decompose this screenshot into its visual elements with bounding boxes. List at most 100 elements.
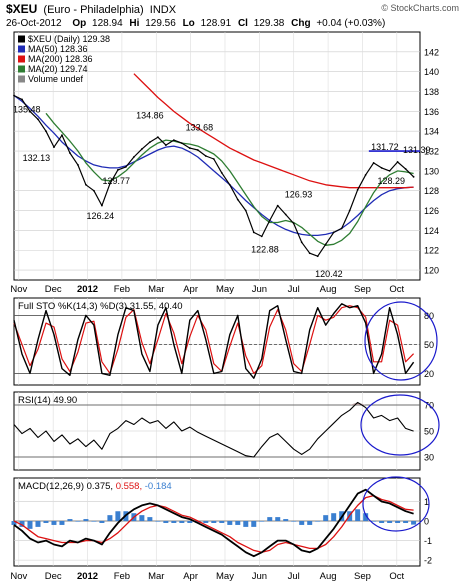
macd-label-part: -0.184	[145, 481, 172, 492]
price-point	[85, 183, 87, 186]
macd-histogram-bar	[267, 517, 273, 522]
price-point	[116, 168, 119, 171]
price-point	[260, 235, 263, 238]
macd-histogram-bar	[115, 511, 121, 522]
macd-histogram-bar	[203, 521, 209, 523]
change-label: Chg	[291, 18, 310, 29]
bottom-x-tick-label: Sep	[354, 571, 371, 582]
price-point	[244, 209, 247, 212]
macd-histogram-bar	[331, 513, 337, 522]
macd-histogram-bar	[171, 521, 177, 523]
price-point	[348, 209, 351, 212]
bottom-x-tick-label: Jun	[252, 571, 267, 582]
macd-histogram-bar	[283, 519, 289, 522]
price-point	[372, 162, 375, 164]
macd-frame	[13, 477, 421, 567]
bottom-x-tick-label: Mar	[148, 571, 164, 582]
macd-histogram-bar	[187, 521, 193, 523]
price-point	[172, 139, 175, 142]
price-point	[276, 204, 279, 207]
price-point	[284, 213, 287, 216]
price-point	[53, 146, 55, 148]
legend-swatch	[18, 75, 25, 83]
price-point	[132, 156, 135, 158]
close-label: Cl	[238, 18, 248, 29]
price-tick-label: 138	[424, 87, 439, 97]
price-x-tick-label: Apr	[183, 284, 198, 295]
macd-histogram-bar	[291, 521, 297, 522]
price-annotation: 131.39	[403, 145, 431, 155]
macd-histogram-bar	[235, 521, 241, 525]
price-point	[77, 164, 79, 166]
macd-tick-label: 0	[424, 517, 429, 527]
macd-tick-label: -2	[424, 556, 432, 566]
price-tick-label: 122	[424, 246, 439, 256]
price-x-tick-label: May	[216, 284, 234, 295]
macd-histogram-bar	[219, 521, 225, 523]
sto-label: Full STO %K(14,3) %D(3) 31.55, 40.40	[18, 301, 183, 312]
symbol: $XEU	[6, 2, 37, 16]
macd-histogram-bar	[67, 519, 73, 522]
macd-histogram-bar	[379, 521, 385, 523]
open-value: 128.94	[92, 18, 123, 29]
low-label: Lo	[183, 18, 195, 29]
price-point	[396, 161, 399, 163]
macd-histogram-bar	[227, 521, 233, 525]
high-label: Hi	[129, 18, 139, 29]
price-point	[220, 171, 223, 174]
price-point	[21, 98, 23, 101]
legend-label: MA(200) 128.36	[28, 54, 93, 64]
price-point	[228, 183, 231, 186]
rsi-label: RSI(14) 49.90	[18, 395, 77, 406]
price-point	[388, 169, 391, 172]
macd-histogram-bar	[11, 521, 17, 525]
price-point	[29, 110, 31, 113]
price-annotation: 135.48	[13, 105, 41, 115]
bottom-x-axis: Nov Dec 2012 Feb Mar Apr May Jun Jul Aug Sep Oct	[10, 571, 404, 582]
watermark: © StockCharts.com	[381, 3, 459, 13]
macd-histogram-bar	[387, 521, 393, 523]
price-tick-label: 130	[424, 166, 439, 176]
macd-highlight-ellipse	[362, 476, 430, 532]
macd-histogram-bar	[275, 517, 281, 522]
price-point	[412, 175, 415, 178]
price-point	[196, 149, 199, 151]
price-panel: 120 122 124 126 128 130 132 134 136 138 140 142 135.…	[13, 31, 439, 281]
price-point	[380, 167, 383, 169]
price-x-tick-label: Dec	[45, 284, 62, 295]
macd-histogram-bar	[259, 521, 265, 522]
sto-highlight-ellipse	[364, 301, 438, 381]
price-annotation: 122.88	[251, 245, 279, 255]
legend-label: MA(50) 128.36	[28, 44, 88, 54]
price-x-tick-label: Jul	[288, 284, 300, 295]
price-tick-label: 132	[424, 147, 439, 157]
sto-frame	[13, 297, 421, 386]
exchange: INDX	[150, 4, 177, 16]
macd-histogram-bar	[139, 515, 145, 522]
price-tick-label: 140	[424, 67, 439, 77]
macd-histogram-bar	[35, 521, 41, 527]
price-x-tick-label: 2012	[77, 284, 98, 295]
low-value: 128.91	[201, 18, 232, 29]
bottom-x-tick-label: Apr	[183, 571, 198, 582]
macd-histogram-bar	[83, 519, 89, 522]
bottom-x-tick-label: Oct	[389, 571, 404, 582]
bottom-x-tick-label: Dec	[45, 571, 62, 582]
macd-panel: -2 -1 0 1 MACD(12,26,9) 0.375, 0.558, -0.184	[11, 476, 432, 567]
price-annotation: 132.13	[23, 153, 51, 163]
price-point	[156, 136, 159, 139]
macd-histogram-bar	[323, 515, 329, 522]
price-point	[61, 134, 63, 137]
price-tick-label: 124	[424, 226, 439, 236]
price-point	[148, 141, 151, 144]
macd-histogram-bar	[411, 521, 417, 525]
price-point	[13, 94, 15, 97]
price-point	[180, 142, 183, 145]
macd-histogram-bar	[43, 521, 49, 523]
sto-tick-label: 20	[424, 369, 434, 379]
macd-histogram-bar	[211, 521, 217, 523]
price-annotation: 126.24	[87, 211, 115, 221]
macd-histogram-bar	[371, 521, 377, 522]
